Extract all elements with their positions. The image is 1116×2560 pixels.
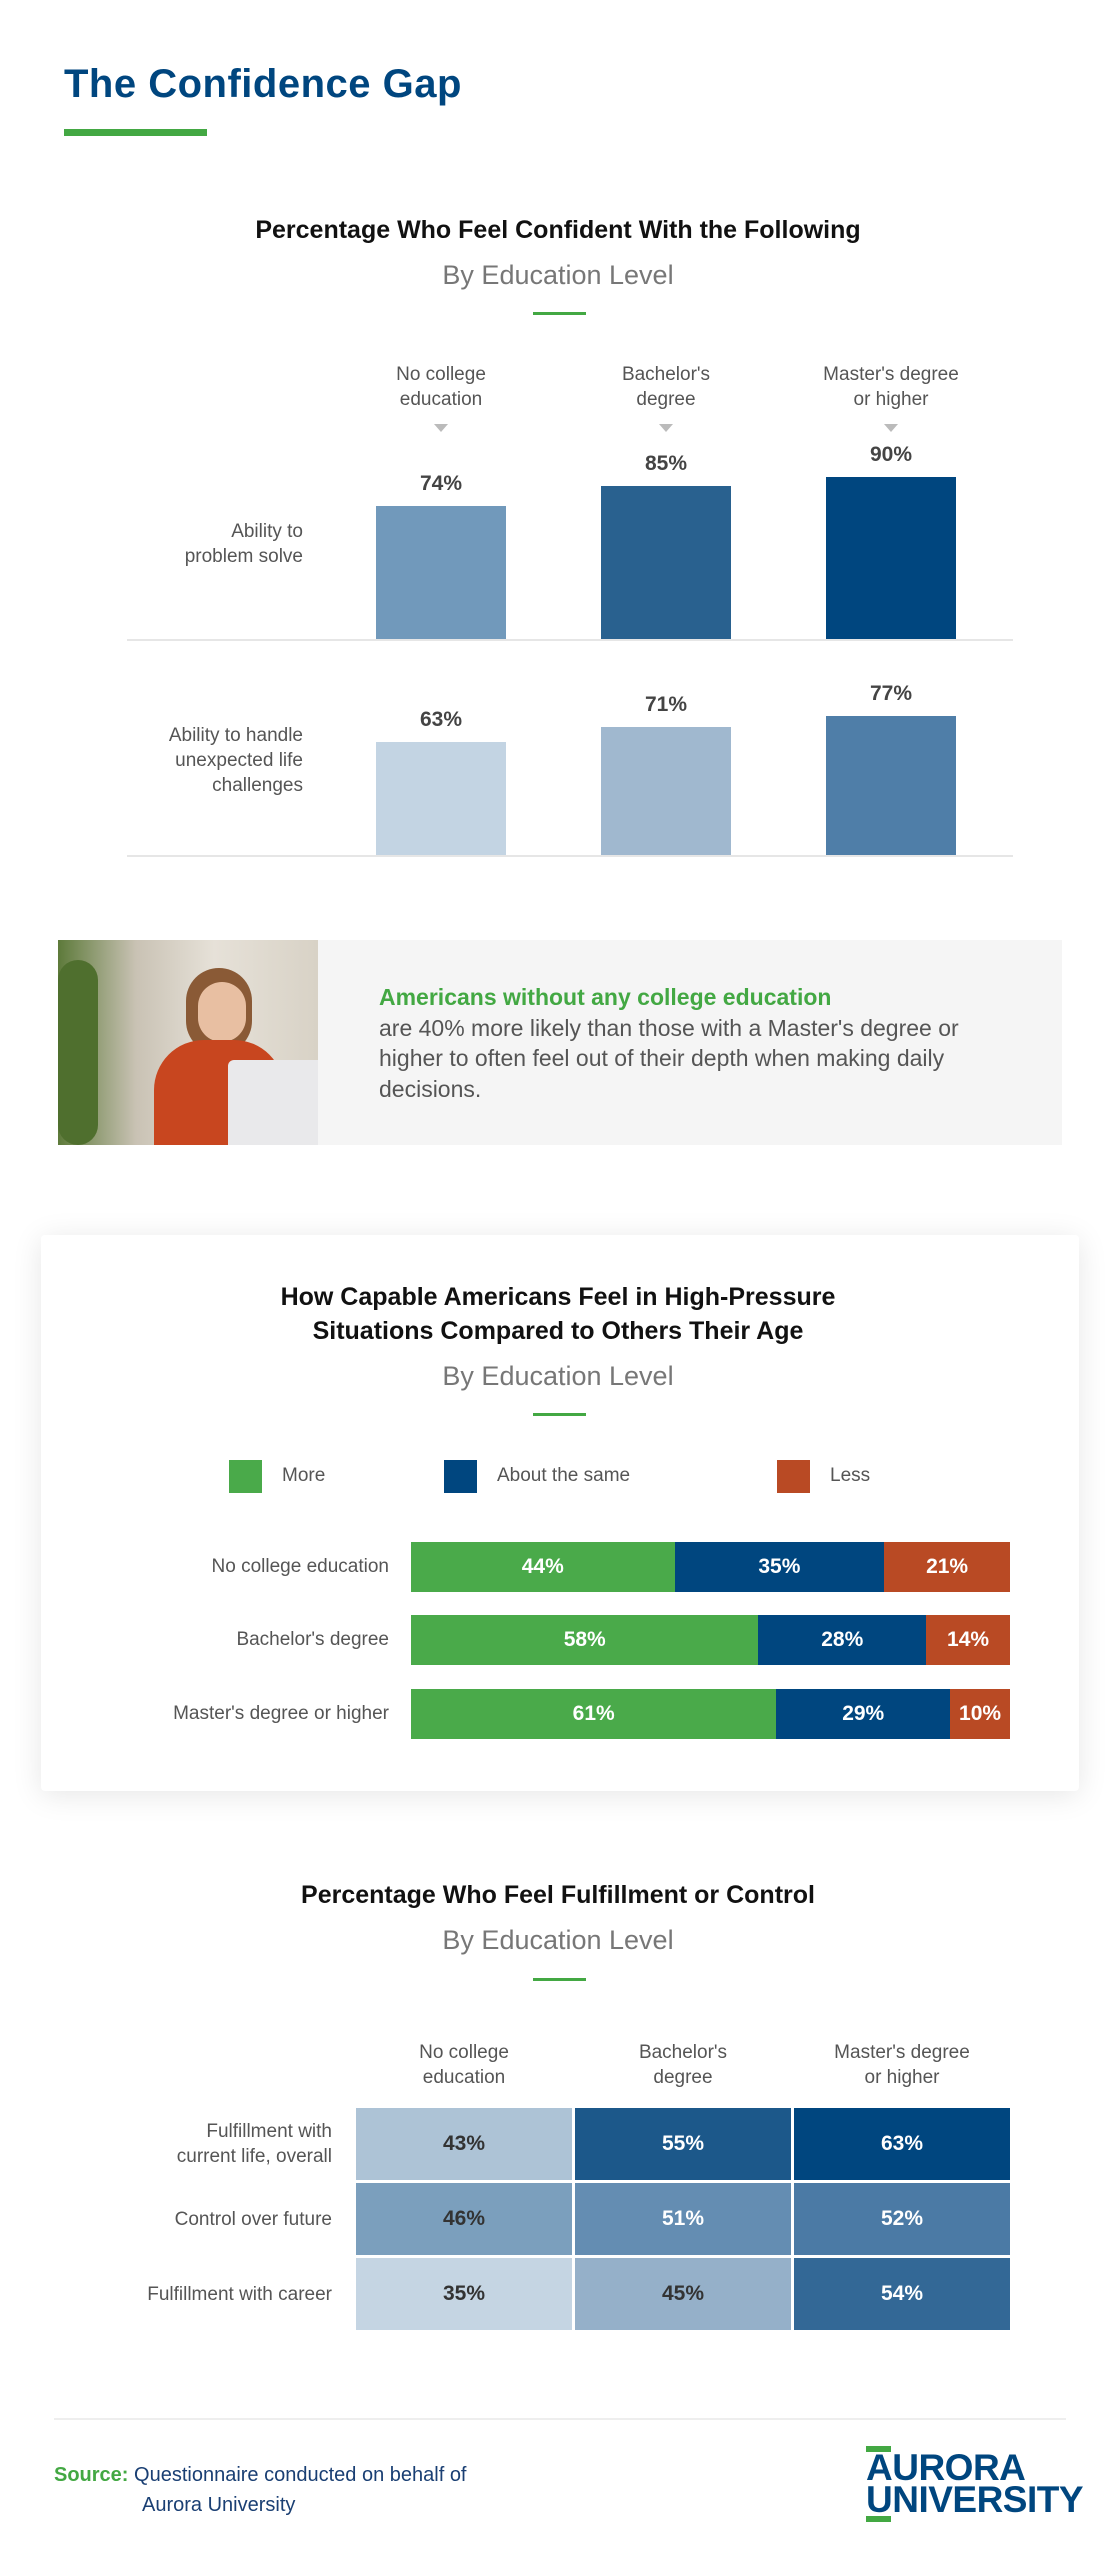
row-label: Fulfillment with career bbox=[147, 2283, 332, 2305]
chart3-title: Percentage Who Feel Fulfillment or Contr… bbox=[301, 1881, 815, 1909]
legend-swatch bbox=[229, 1460, 262, 1493]
bar-value-label: 85% bbox=[644, 452, 688, 475]
chevron-down-icon bbox=[434, 424, 448, 432]
bar bbox=[376, 741, 506, 855]
heatmap-cell: 55% bbox=[575, 2108, 791, 2180]
chart2-subtitle: By Education Level bbox=[442, 1361, 674, 1391]
laptop-shape bbox=[228, 1060, 318, 1145]
callout-text: Americans without any college education … bbox=[379, 982, 1019, 1104]
bar-segment: 58% bbox=[411, 1615, 759, 1665]
callout-highlight: Americans without any college education bbox=[379, 984, 832, 1010]
source-text: Questionnaire conducted on behalf of bbox=[134, 2464, 467, 2486]
row-label: Ability to handle unexpected life challe… bbox=[168, 724, 303, 796]
heatmap-cell: 63% bbox=[794, 2108, 1010, 2180]
column-header: Bachelor's degree bbox=[621, 364, 711, 410]
legend-swatch bbox=[444, 1460, 477, 1493]
bar-value-label: 77% bbox=[869, 682, 913, 706]
logo-line1: AURORA bbox=[866, 2447, 1026, 2488]
source-text-2: Aurora University bbox=[142, 2494, 296, 2516]
chart2-divider bbox=[533, 1413, 586, 1416]
bar bbox=[601, 727, 731, 855]
legend-label: Less bbox=[830, 1465, 871, 1486]
bar-value-label: 90% bbox=[869, 443, 913, 466]
row-label: Bachelor's degree bbox=[236, 1629, 389, 1650]
baseline bbox=[127, 639, 1013, 641]
footer-divider bbox=[54, 2418, 1066, 2420]
heatmap-cell: 46% bbox=[356, 2183, 572, 2255]
heatmap-cell: 51% bbox=[575, 2183, 791, 2255]
bar-segment: 44% bbox=[411, 1542, 675, 1592]
source-note: Source: Questionnaire conducted on behal… bbox=[54, 2460, 467, 2520]
heatmap-cell: 54% bbox=[794, 2258, 1010, 2330]
bar bbox=[376, 505, 506, 639]
heatmap-cell: 52% bbox=[794, 2183, 1010, 2255]
heatmap-cell: 43% bbox=[356, 2108, 572, 2180]
bar bbox=[601, 486, 731, 639]
chart3-subtitle: By Education Level bbox=[442, 1925, 674, 1955]
legend-swatch bbox=[777, 1460, 810, 1493]
bar-value-label: 63% bbox=[419, 707, 463, 731]
chart3-divider bbox=[533, 1978, 586, 1981]
aurora-university-logo: AURORA UNIVERSITY bbox=[866, 2446, 1086, 2522]
chevron-down-icon bbox=[884, 424, 898, 432]
column-header: Master's degree or higher bbox=[823, 364, 959, 410]
title-underline bbox=[64, 129, 207, 136]
bar-segment: 35% bbox=[674, 1542, 885, 1592]
row-label: Fulfillment with current life, overall bbox=[176, 2121, 332, 2167]
baseline bbox=[127, 855, 1013, 857]
row-label: Master's degree or higher bbox=[173, 1703, 389, 1724]
column-header: No college education bbox=[419, 2042, 509, 2088]
bar bbox=[826, 477, 956, 639]
chevron-down-icon bbox=[659, 424, 673, 432]
chart2-title: How Capable Americans Feel in High-Press… bbox=[280, 1283, 836, 1345]
bar-value-label: 71% bbox=[644, 693, 688, 717]
column-header: Master's degree or higher bbox=[834, 2042, 970, 2088]
bar-segment: 21% bbox=[884, 1542, 1010, 1592]
legend-label: More bbox=[282, 1465, 326, 1486]
heatmap-cell: 45% bbox=[575, 2258, 791, 2330]
row-label: Control over future bbox=[174, 2208, 332, 2230]
callout-body: are 40% more likely than those with a Ma… bbox=[379, 1014, 959, 1102]
face-shape bbox=[198, 982, 246, 1042]
bar-value-label: 74% bbox=[419, 471, 463, 495]
page-title: The Confidence Gap bbox=[64, 62, 462, 106]
column-header: No college education bbox=[396, 364, 486, 410]
source-label: Source: bbox=[54, 2464, 129, 2486]
bar-segment: 29% bbox=[776, 1689, 951, 1739]
bar bbox=[826, 716, 956, 855]
bar-segment: 28% bbox=[758, 1615, 927, 1665]
logo-bar-bottom bbox=[866, 2516, 891, 2522]
row-label: No college education bbox=[211, 1556, 389, 1577]
logo-bar-top bbox=[866, 2446, 891, 2452]
row-label: Ability to problem solve bbox=[184, 521, 303, 567]
plant-shape bbox=[58, 960, 98, 1145]
logo-line2: UNIVERSITY bbox=[866, 2479, 1084, 2520]
chart1-divider bbox=[533, 312, 586, 315]
woman-laptop-photo bbox=[58, 940, 318, 1145]
legend-label: About the same bbox=[497, 1465, 631, 1486]
heatmap-cell: 35% bbox=[356, 2258, 572, 2330]
bar-segment: 14% bbox=[926, 1615, 1010, 1665]
column-header: Bachelor's degree bbox=[638, 2042, 728, 2088]
chart1-title: Percentage Who Feel Confident With the F… bbox=[255, 216, 861, 244]
bar-segment: 10% bbox=[950, 1689, 1010, 1739]
chart1-subtitle: By Education Level bbox=[442, 260, 674, 290]
bar-segment: 61% bbox=[411, 1689, 777, 1739]
